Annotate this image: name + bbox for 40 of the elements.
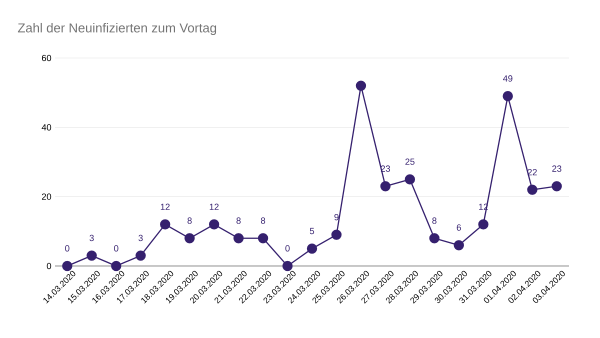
point: [160, 219, 170, 230]
point: [454, 240, 464, 250]
point: [208, 219, 220, 230]
data-label: 8: [432, 217, 436, 224]
data-label: 25: [405, 158, 415, 165]
data-label: 9: [334, 214, 339, 220]
point: [478, 219, 488, 230]
y-tick-label: 60: [42, 54, 52, 62]
y-tick-label: 0: [46, 262, 52, 270]
data-label: 3: [90, 234, 94, 242]
y-tick-label: 20: [42, 193, 52, 200]
data-label: 23: [552, 165, 562, 172]
point: [356, 80, 366, 91]
data-label: 3: [138, 234, 143, 242]
data-label: 5: [310, 228, 314, 234]
chart-title: Zahl der Neuinfizierten zum Vortag: [18, 22, 216, 36]
point: [233, 233, 244, 244]
point: [502, 91, 513, 102]
point: [136, 250, 146, 261]
data-label: 8: [188, 217, 192, 224]
data-label: 0: [114, 245, 118, 252]
data-label: 6: [456, 224, 461, 231]
point: [258, 233, 268, 244]
point: [184, 233, 195, 244]
point: [86, 250, 97, 261]
data-label: 12: [160, 204, 170, 210]
data-label: 8: [260, 217, 266, 224]
point: [527, 184, 538, 195]
point: [380, 181, 391, 192]
point: [331, 230, 342, 240]
data-label: 0: [65, 245, 70, 252]
point: [306, 244, 318, 254]
point: [429, 233, 440, 244]
data-label: 49: [503, 75, 512, 82]
point: [552, 181, 562, 192]
data-label: 8: [236, 217, 241, 224]
data-label: 0: [285, 245, 290, 252]
y-tick-label: 40: [42, 124, 52, 131]
data-label: 12: [210, 204, 219, 210]
point: [404, 174, 416, 184]
